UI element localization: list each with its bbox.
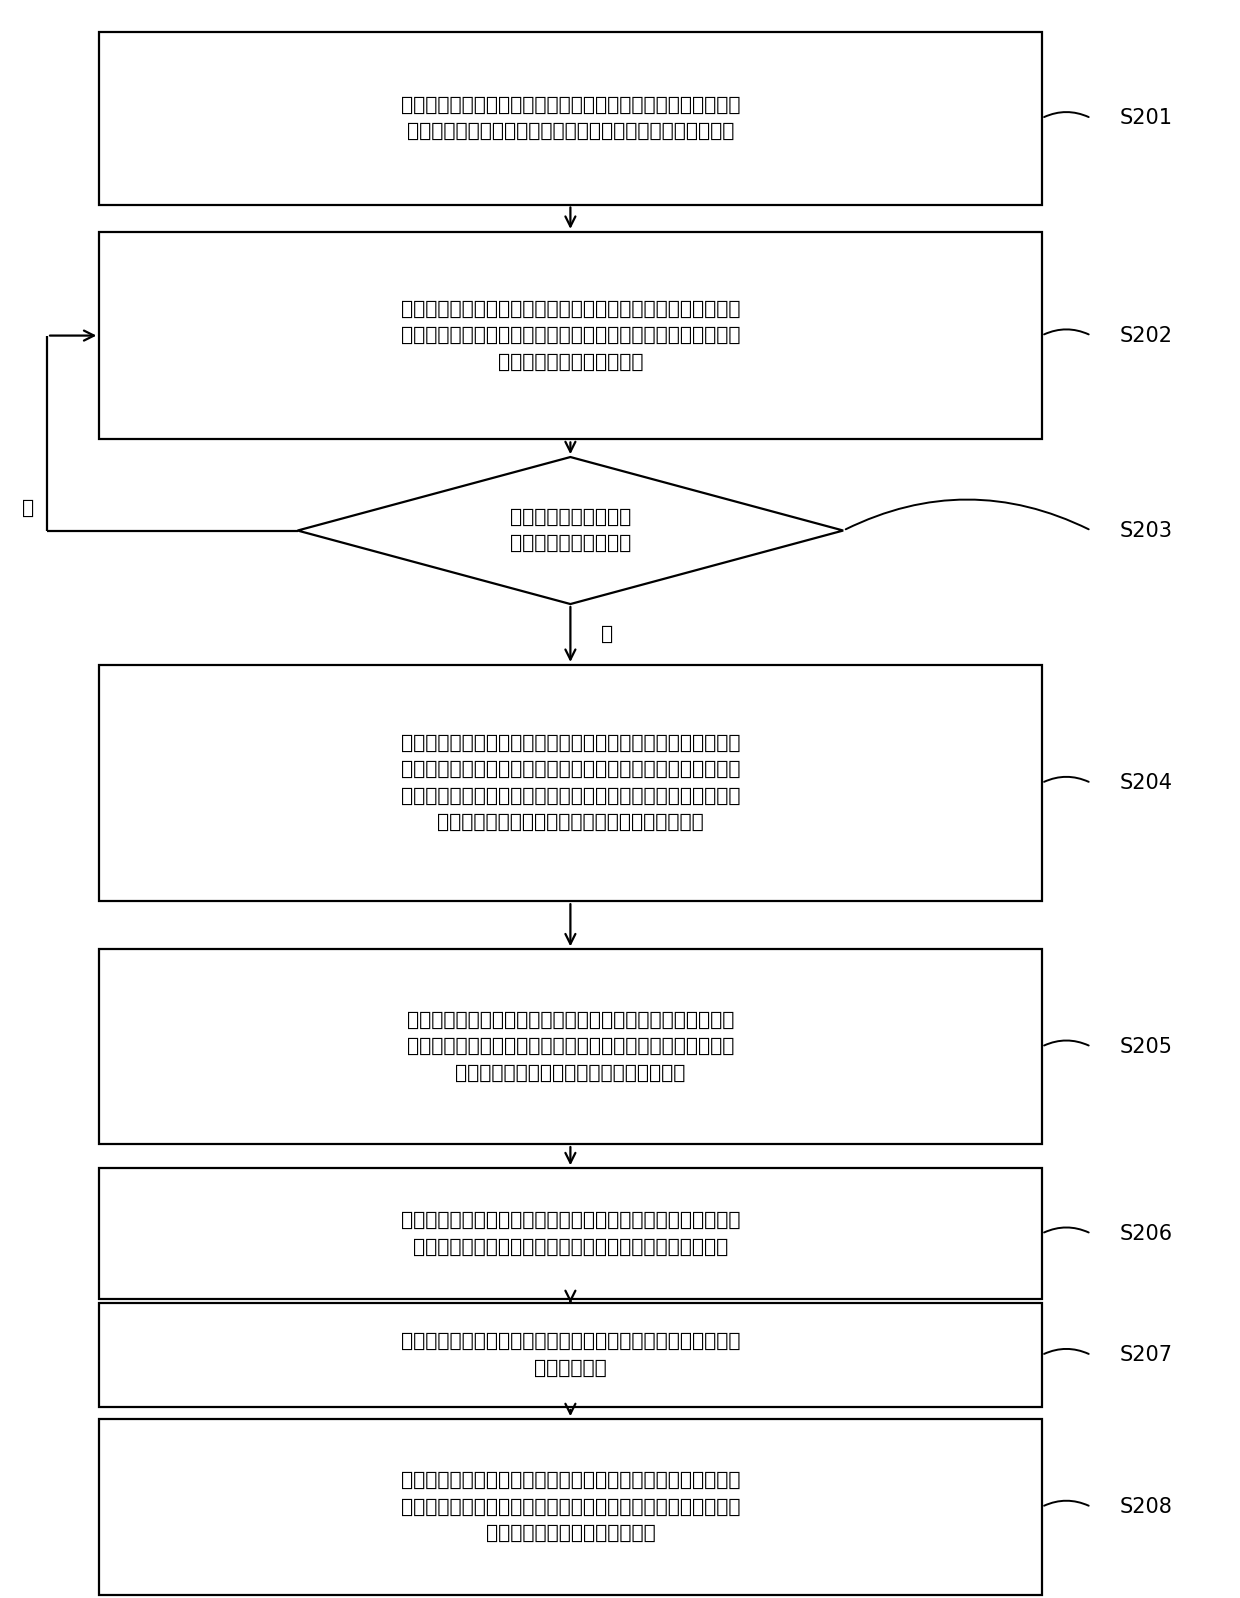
Text: S204: S204 <box>1120 773 1173 793</box>
FancyBboxPatch shape <box>99 665 1042 901</box>
Text: 否: 否 <box>22 499 35 518</box>
Text: 将第二系统时间与结束时间进行比对，当第二系统时间达到或超
过结束时间时，确定退出防沉迷模式；当第二系统时间未达到结
束时间时，确定维持防沉迷模式: 将第二系统时间与结束时间进行比对，当第二系统时间达到或超 过结束时间时，确定退出… <box>401 1470 740 1544</box>
FancyBboxPatch shape <box>99 949 1042 1144</box>
Text: S201: S201 <box>1120 109 1173 128</box>
Text: 是: 是 <box>601 625 614 644</box>
Text: S205: S205 <box>1120 1037 1173 1056</box>
Polygon shape <box>298 457 843 604</box>
Text: 当检测到用于开启电子书应用的指令时，读取当前系统时间作为
第二系统时间: 当检测到用于开启电子书应用的指令时，读取当前系统时间作为 第二系统时间 <box>401 1333 740 1377</box>
FancyBboxPatch shape <box>99 1168 1042 1299</box>
Text: S206: S206 <box>1120 1224 1173 1243</box>
FancyBboxPatch shape <box>99 1304 1042 1408</box>
FancyBboxPatch shape <box>99 1419 1042 1595</box>
Text: 在通过应用计时器对休息计时页面的持续时长进行统计的过程
中，若检测到用于关闭电子书应用的指令，生成预设的数据文
件，并读取当前系统时间作为第一系统时间: 在通过应用计时器对休息计时页面的持续时长进行统计的过程 中，若检测到用于关闭电子… <box>407 1010 734 1083</box>
Text: S207: S207 <box>1120 1346 1173 1365</box>
Text: S208: S208 <box>1120 1497 1173 1517</box>
Text: 通过防沉迷功能入口接收用户发送的防沉迷设置请求，根据防沉
迷设置请求确定预设的阅读时长阈值以及预设的休息时长阈值: 通过防沉迷功能入口接收用户发送的防沉迷设置请求，根据防沉 迷设置请求确定预设的阅… <box>401 96 740 141</box>
Text: 根据防沉迷规则将电子书应用切换为防沉迷模式，根据防沉迷规
则确定本次防沉迷模式的失效时间信息，根据本次防沉迷模式的
失效时间信息展现预设的休息计时页面，以锁定电: 根据防沉迷规则将电子书应用切换为防沉迷模式，根据防沉迷规 则确定本次防沉迷模式的… <box>401 733 740 833</box>
FancyBboxPatch shape <box>99 232 1042 439</box>
FancyBboxPatch shape <box>99 32 1042 205</box>
Text: S202: S202 <box>1120 326 1173 345</box>
Text: S203: S203 <box>1120 521 1173 540</box>
Text: 根据应用计时器的当前计时结果以及第一系统时间确定本次防沉
迷模式的结束时间，并将结束时间保存至预设的数据文件中: 根据应用计时器的当前计时结果以及第一系统时间确定本次防沉 迷模式的结束时间，并将… <box>401 1211 740 1256</box>
Text: 判断持续阅读时长是否
符合预设的防沉迷规则: 判断持续阅读时长是否 符合预设的防沉迷规则 <box>510 508 631 553</box>
Text: 当检测到电子书应用进入阅读模式时，对电子书应用的阅读时长
进行统计，得到持续阅读时长；其中，在阅读模式中，展现阅读
页面，以供用户阅读电子书: 当检测到电子书应用进入阅读模式时，对电子书应用的阅读时长 进行统计，得到持续阅读… <box>401 299 740 372</box>
